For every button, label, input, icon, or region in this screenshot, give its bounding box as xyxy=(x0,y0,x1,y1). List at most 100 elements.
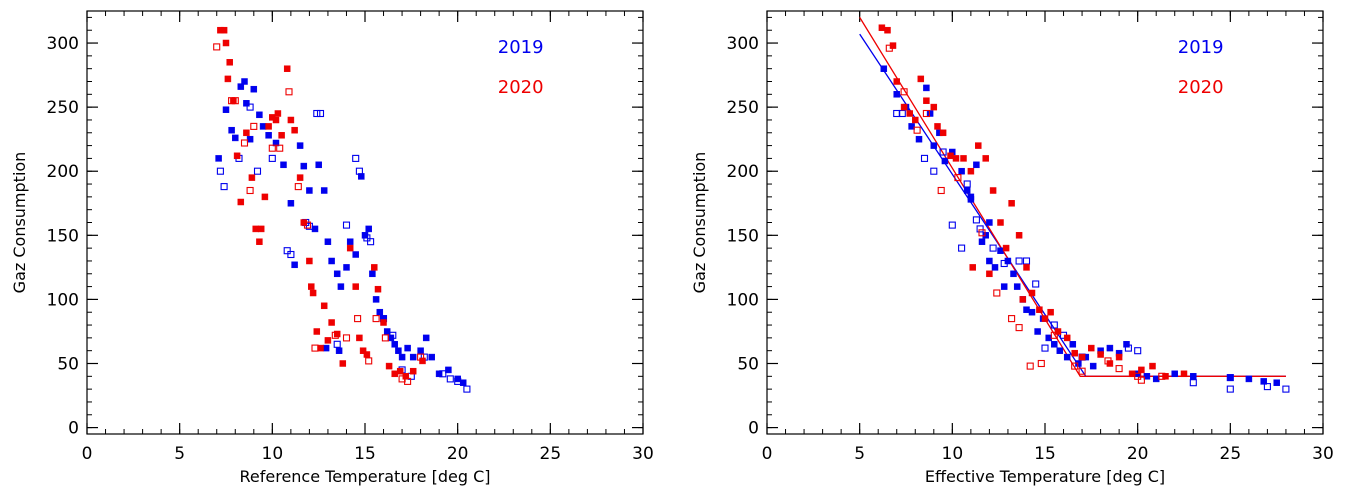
point-2020-open xyxy=(246,186,254,195)
point-2019-filled xyxy=(215,155,222,162)
point-2019-filled xyxy=(352,251,359,258)
point-2020-filled xyxy=(287,116,295,124)
point-2019-filled xyxy=(256,111,263,119)
point-2020-filled xyxy=(409,367,417,375)
point-2020-open xyxy=(1008,315,1016,323)
point-2020-filled xyxy=(230,97,237,104)
point-2019-open xyxy=(216,167,224,175)
point-2020-open xyxy=(311,344,319,352)
point-2019-filled xyxy=(915,135,923,143)
point-2019-filled xyxy=(991,264,999,271)
point-2019-filled xyxy=(241,78,248,85)
point-2020-open xyxy=(381,334,389,342)
point-2019-open xyxy=(363,234,371,242)
point-2019-open xyxy=(316,109,325,118)
point-2020-filled xyxy=(320,302,328,310)
y-tick-label: 100 xyxy=(727,290,759,310)
point-2019-filled xyxy=(1051,341,1058,348)
point-2020-filled xyxy=(884,26,891,34)
point-2020-filled xyxy=(243,129,250,137)
point-2020-open xyxy=(342,334,351,342)
point-2019-filled xyxy=(967,196,975,203)
point-2020-filled xyxy=(912,116,919,124)
point-2020-filled xyxy=(226,59,233,66)
point-2019-filled xyxy=(300,162,308,170)
point-2019-filled xyxy=(958,167,965,175)
point-2020-filled xyxy=(396,367,404,375)
legend-label-2020: 2020 xyxy=(1178,77,1224,98)
point-2020-open xyxy=(404,377,412,385)
point-2020-filled xyxy=(308,283,315,290)
point-2019-open xyxy=(1124,344,1132,352)
point-2020-filled xyxy=(1180,370,1188,378)
point-2020-open xyxy=(954,174,962,182)
point-2019-filled xyxy=(280,161,287,169)
point-2020-filled xyxy=(391,370,398,378)
point-2019-filled xyxy=(1227,374,1234,381)
point-2019-filled xyxy=(315,161,322,169)
point-2019-open xyxy=(454,377,462,385)
point-2020-open xyxy=(1134,372,1142,380)
point-2020-open xyxy=(1078,367,1086,375)
point-2020-open xyxy=(1026,362,1034,370)
point-2019-filled xyxy=(228,126,235,134)
point-2020-filled xyxy=(934,123,941,130)
point-2019-open xyxy=(446,375,454,383)
point-2019-filled xyxy=(1245,375,1253,383)
point-2019-open xyxy=(342,221,351,229)
point-2019-open xyxy=(1000,259,1008,268)
point-2020-filled xyxy=(356,334,363,342)
point-2019-filled xyxy=(1013,283,1021,290)
point-2020-filled xyxy=(986,270,993,278)
point-2020-open xyxy=(294,183,302,191)
point-2019-open xyxy=(463,385,471,393)
point-2019-filled xyxy=(1171,370,1178,378)
point-2019-open xyxy=(963,180,971,188)
point-2019-filled xyxy=(1143,373,1151,380)
point-2019-open xyxy=(989,244,997,252)
point-2019-open xyxy=(305,222,313,230)
point-2020-filled xyxy=(906,110,913,117)
point-2020-filled xyxy=(419,357,426,365)
x-tick-label: 20 xyxy=(1127,444,1149,464)
fit-line-2020 xyxy=(859,17,1286,377)
point-2020-open xyxy=(1015,324,1023,332)
point-2019-filled xyxy=(306,187,313,194)
point-2020-open xyxy=(213,43,221,51)
point-2020-open xyxy=(354,315,362,323)
x-tick-label: 15 xyxy=(354,444,376,464)
point-2019-filled xyxy=(1034,328,1041,335)
point-2019-filled xyxy=(243,100,250,107)
point-2019-filled xyxy=(908,123,915,130)
point-2020-filled xyxy=(333,330,341,338)
point-2019-filled xyxy=(893,91,900,98)
point-2020-filled xyxy=(359,347,367,354)
y-tick-label: 250 xyxy=(727,98,759,118)
point-2019-filled xyxy=(358,173,365,180)
point-2019-open xyxy=(1282,385,1290,393)
point-2019-filled xyxy=(1106,344,1114,352)
point-2019-filled xyxy=(1089,362,1097,370)
point-2020-filled xyxy=(1002,244,1010,252)
point-2019-filled xyxy=(372,296,380,303)
x-tick-label: 0 xyxy=(82,444,93,464)
point-2019-filled xyxy=(1010,270,1017,278)
point-2019-open xyxy=(1226,374,1234,382)
point-2020-open xyxy=(1158,372,1166,380)
point-2019-filled xyxy=(926,110,934,117)
point-2019-open xyxy=(976,225,984,233)
point-2019-filled xyxy=(1190,373,1197,380)
point-2019-filled xyxy=(986,257,993,265)
point-2020-open xyxy=(1071,362,1079,370)
point-2020-filled xyxy=(220,26,228,34)
point-2020-filled xyxy=(975,142,982,149)
point-2019-open xyxy=(333,340,341,348)
point-2020-filled xyxy=(283,65,291,72)
point-2020-open xyxy=(1050,331,1058,339)
point-2019-open xyxy=(253,167,262,175)
point-2019-filled xyxy=(246,135,254,143)
point-2020-filled xyxy=(256,238,263,245)
point-2020-open xyxy=(885,44,893,52)
point-2019-filled xyxy=(428,353,435,361)
point-2020-open xyxy=(285,88,293,96)
